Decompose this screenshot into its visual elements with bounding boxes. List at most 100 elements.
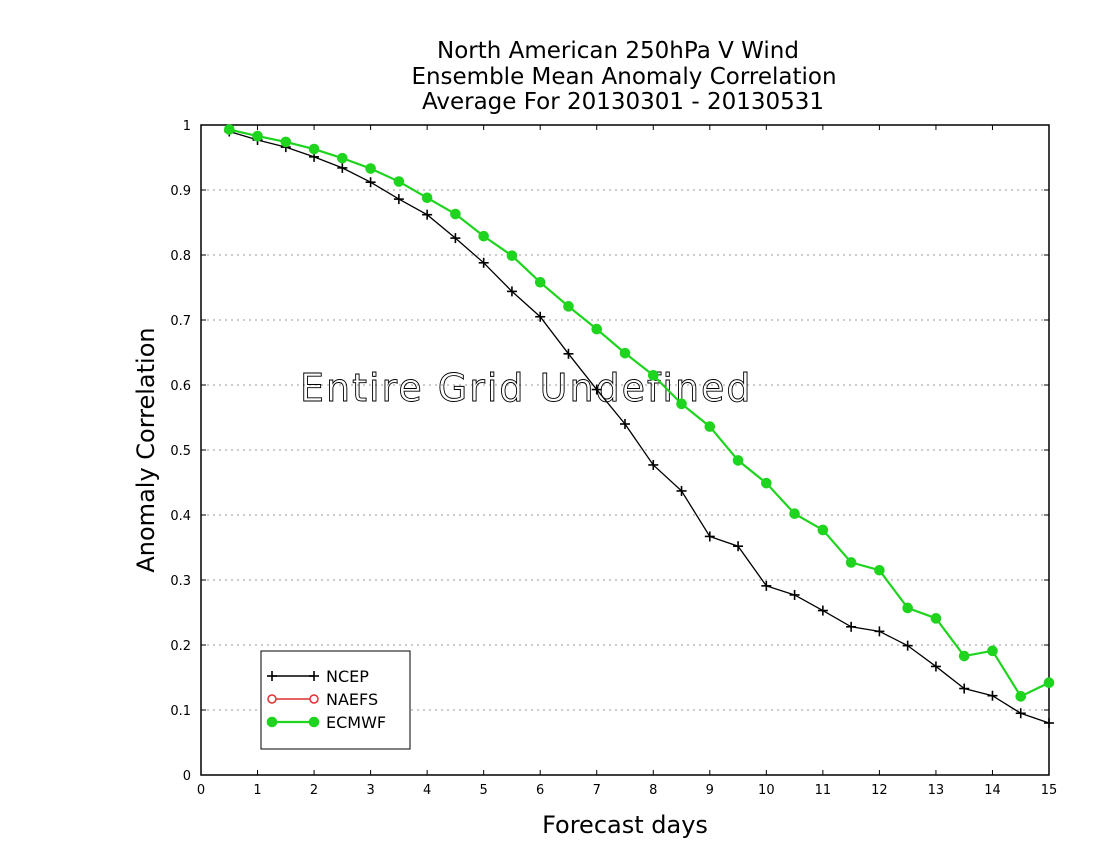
data-point-ncep — [874, 626, 885, 637]
x-tick-label: 13 — [928, 783, 945, 798]
data-point-ecmwf — [223, 124, 235, 135]
data-point-ncep — [337, 162, 348, 173]
x-axis: 0 1 2 3 4 5 6 7 8 9 10 11 12 13 14 15 — [197, 125, 1057, 798]
legend-item-ncep: NCEP — [267, 667, 369, 686]
legend-marker-ecmwf — [308, 716, 320, 728]
y-tick-label: 0.8 — [170, 249, 191, 264]
data-point-ecmwf — [280, 136, 292, 148]
data-point-ncep — [817, 605, 828, 616]
data-point-ncep — [733, 541, 744, 552]
x-tick-label: 15 — [1041, 783, 1058, 798]
data-point-ecmwf — [676, 398, 687, 410]
legend-marker-naefs — [267, 694, 277, 704]
y-tick-label: 0.4 — [170, 509, 191, 524]
data-point-ecmwf — [393, 176, 405, 187]
x-tick-label: 3 — [366, 783, 374, 798]
legend: NCEP NAEFS ECMWF — [260, 650, 411, 750]
y-axis-label: Anomaly Correlation — [132, 327, 160, 572]
series-line-ecmwf — [229, 128, 1050, 698]
legend-label-ecmwf: ECMWF — [326, 713, 386, 732]
data-point-ecmwf — [987, 645, 998, 657]
legend-label-ncep: NCEP — [326, 667, 369, 686]
data-point-ncep — [365, 177, 376, 188]
data-point-ecmwf — [365, 163, 376, 174]
data-point-ncep — [789, 589, 800, 600]
x-tick-label: 12 — [871, 783, 888, 798]
y-tick-label: 0 — [183, 769, 191, 784]
data-point-ncep — [704, 531, 715, 542]
legend-box — [260, 650, 411, 750]
series-ecmwf — [223, 124, 1055, 702]
x-tick-label: 0 — [197, 783, 205, 798]
data-point-ncep — [1044, 718, 1054, 728]
data-point-ecmwf — [817, 524, 829, 536]
x-tick-label: 6 — [536, 783, 544, 798]
data-point-ncep — [930, 661, 941, 672]
data-point-ncep — [422, 209, 433, 220]
legend-marker-ecmwf — [266, 716, 278, 728]
data-point-ecmwf — [506, 250, 518, 261]
x-tick-label: 14 — [984, 783, 1001, 798]
y-tick-label: 0.5 — [170, 444, 191, 459]
data-point-ecmwf — [421, 192, 433, 204]
y-tick-label: 0.7 — [170, 314, 191, 329]
data-point-ecmwf — [337, 152, 348, 164]
data-point-ecmwf — [534, 277, 546, 288]
data-point-ncep — [563, 348, 574, 359]
data-point-ncep — [1015, 708, 1026, 719]
data-point-ecmwf — [563, 301, 574, 312]
legend-marker-naefs — [309, 694, 319, 704]
data-point-ecmwf — [1015, 691, 1027, 702]
x-tick-label: 9 — [706, 783, 714, 798]
data-point-ecmwf — [619, 347, 631, 359]
chart-title-line-2: Ensemble Mean Anomaly Correlation — [411, 64, 836, 90]
y-tick-label: 0.6 — [170, 379, 191, 394]
data-point-ecmwf — [958, 650, 970, 662]
data-point-ecmwf — [308, 143, 320, 155]
data-point-ecmwf — [647, 369, 659, 381]
data-point-ncep — [987, 690, 998, 701]
x-tick-label: 7 — [593, 783, 601, 798]
legend-item-ecmwf: ECMWF — [266, 713, 386, 732]
data-point-ecmwf — [930, 613, 942, 624]
data-point-ecmwf — [845, 557, 857, 568]
y-tick-label: 0.9 — [170, 184, 191, 199]
data-point-ecmwf — [478, 230, 489, 242]
data-point-ncep — [478, 257, 489, 268]
data-point-ecmwf — [252, 130, 263, 142]
legend-marker-ncep — [309, 671, 319, 681]
chart-title-line-3: Average For 20130301 - 20130531 — [422, 89, 824, 115]
data-point-ncep — [959, 683, 970, 694]
legend-marker-ncep — [267, 671, 277, 681]
x-tick-label: 1 — [253, 783, 261, 798]
y-tick-label: 0.2 — [170, 639, 191, 654]
data-point-ncep — [846, 621, 857, 632]
x-tick-label: 10 — [758, 783, 775, 798]
data-point-ncep — [676, 485, 687, 496]
data-point-ecmwf — [761, 477, 772, 489]
data-point-ncep — [393, 194, 404, 205]
data-point-ncep — [506, 286, 517, 297]
x-tick-label: 11 — [815, 783, 832, 798]
x-tick-label: 4 — [423, 783, 431, 798]
chart-title-line-1: North American 250hPa V Wind — [437, 38, 799, 64]
data-point-ecmwf — [450, 208, 461, 220]
y-tick-label: 0.3 — [170, 574, 191, 589]
data-point-ncep — [450, 233, 461, 244]
data-point-ecmwf — [874, 564, 885, 576]
data-point-ncep — [535, 311, 546, 322]
series-layer — [223, 124, 1055, 728]
x-tick-label: 5 — [480, 783, 488, 798]
data-point-ecmwf — [704, 421, 716, 432]
data-point-ecmwf — [732, 455, 744, 466]
legend-label-naefs: NAEFS — [326, 690, 378, 709]
x-axis-label: Forecast days — [542, 811, 708, 839]
data-point-ncep — [591, 384, 602, 395]
x-tick-label: 8 — [649, 783, 657, 798]
grid-lines — [201, 189, 1049, 711]
data-point-ecmwf — [789, 508, 800, 520]
data-point-ecmwf — [1043, 677, 1055, 689]
x-tick-label: 2 — [310, 783, 318, 798]
data-point-ncep — [761, 580, 772, 591]
